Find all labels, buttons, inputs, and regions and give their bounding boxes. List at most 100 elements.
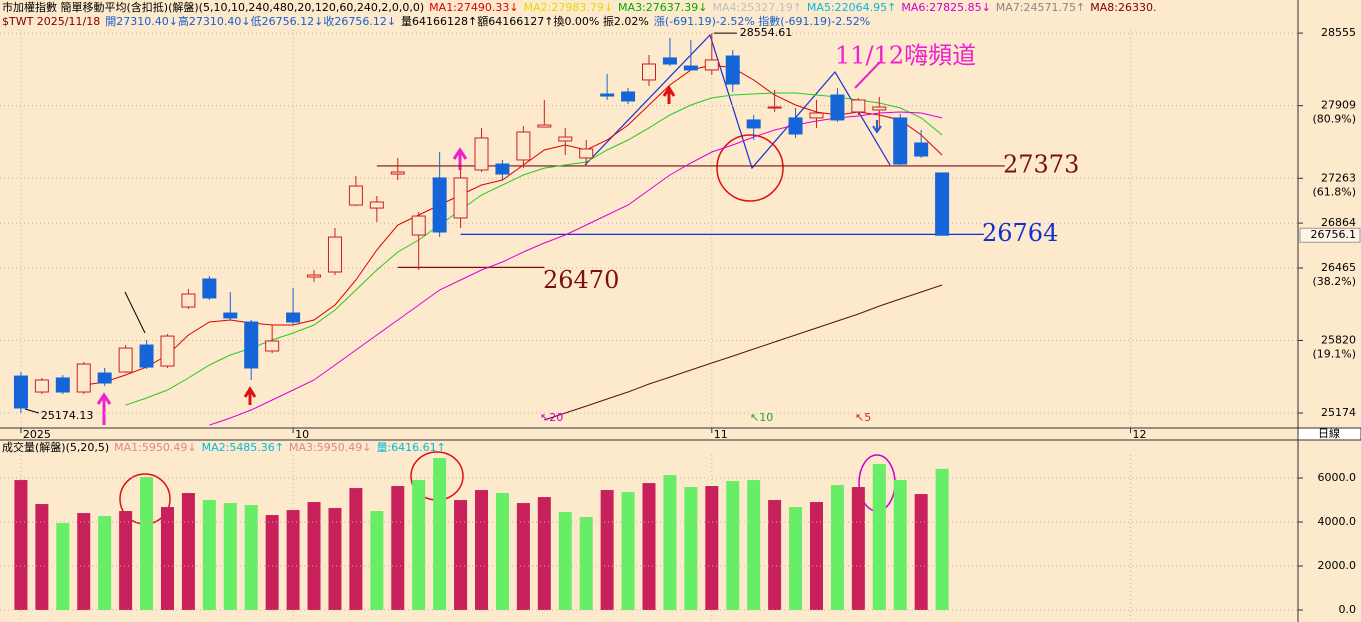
- candle-body: [662, 57, 677, 65]
- candle-body: [830, 94, 845, 121]
- header-item: 漲(-691.19)-2.52% 指數(-691.19)-2.52%: [654, 14, 870, 28]
- header-item: MA8:26330.: [1090, 1, 1156, 14]
- candle-body: [244, 321, 259, 369]
- y-tick-note: (61.8%): [1312, 185, 1356, 198]
- volume-bar: [663, 475, 677, 610]
- level-label: 26470: [543, 266, 619, 294]
- candle-body: [97, 372, 112, 384]
- y-tick-label: 0.0: [1339, 603, 1357, 616]
- candle-body: [704, 59, 719, 71]
- candle-body: [600, 93, 615, 97]
- candle-body: [621, 91, 636, 102]
- volume-bar: [516, 503, 530, 610]
- volume-bar: [412, 480, 426, 610]
- candle-body: [202, 278, 217, 299]
- volume-bar: [181, 493, 195, 610]
- candle-body: [872, 106, 887, 111]
- header-item: MA2:27983.79↓: [524, 1, 613, 14]
- candle-body: [432, 177, 447, 233]
- arrow: [662, 85, 676, 104]
- volume-bar: [851, 487, 865, 610]
- volume-bar: [370, 511, 384, 610]
- candle-body: [160, 335, 175, 367]
- ma-line: [544, 284, 943, 421]
- volume-bar: [914, 494, 928, 610]
- header-item: MA1:27490.33↓: [429, 1, 518, 14]
- y-tick-label: 27909: [1321, 99, 1356, 112]
- header-line: 市加權指數 簡單移動平均(含扣抵)(解盤)(5,10,10,240,480,20…: [2, 0, 1156, 14]
- volume-bar: [537, 497, 551, 610]
- candle-body: [118, 347, 133, 373]
- period: 日線: [1318, 426, 1340, 440]
- candle-body: [13, 375, 28, 409]
- volume-bar: [579, 517, 593, 610]
- volume-bar: [328, 508, 342, 610]
- header-item: 市加權指數 簡單移動平均(含扣抵)(解盤)(5,10,10,240,480,20…: [2, 0, 424, 14]
- candle-body: [893, 117, 908, 165]
- volume-bar: [454, 500, 468, 610]
- y-tick-label: 6000.0: [1318, 471, 1357, 484]
- period-box: [1297, 427, 1361, 441]
- header-item: 量:6416.61↑: [376, 441, 445, 454]
- volume-bar: [140, 477, 154, 610]
- annotation: ↖10: [750, 411, 773, 424]
- header-line: $TWT 2025/11/18 開27310.40↓高27310.40↓低2675…: [2, 14, 870, 28]
- header-item: MA3:27637.39↓: [618, 1, 707, 14]
- y-tick-label: 4000.0: [1318, 515, 1357, 528]
- candle-body: [579, 148, 594, 159]
- y-tick-note: (19.1%): [1312, 347, 1356, 360]
- candle-body: [537, 124, 552, 128]
- level-label: 26764: [982, 219, 1058, 247]
- ma-line: [125, 92, 943, 406]
- candle-body: [809, 112, 824, 119]
- volume-bar: [705, 486, 719, 610]
- candle-body: [181, 293, 196, 308]
- low-pointer: [24, 408, 40, 414]
- candle-body: [369, 201, 384, 209]
- candle-body: [558, 136, 573, 142]
- pointer-line: [124, 291, 146, 334]
- x-tick-label: 2025: [23, 428, 51, 441]
- volume-bar: [642, 483, 656, 610]
- y-tick-label: 25820: [1321, 333, 1356, 346]
- volume-bar: [789, 507, 803, 610]
- header-item: MA4:25327.19↑: [712, 1, 801, 14]
- volume-bar: [160, 507, 174, 610]
- candle-body: [642, 63, 656, 81]
- volume-bar: [223, 503, 237, 610]
- volume-bar: [391, 486, 405, 610]
- header-item: 成交量(解盤)(5,20,5): [2, 440, 109, 454]
- candle-body: [348, 185, 363, 206]
- y-tick-label: 26864: [1321, 216, 1356, 229]
- arrow: [96, 392, 112, 425]
- ma-line: [83, 64, 943, 386]
- volume-bar: [35, 504, 49, 610]
- volume-bar: [558, 512, 572, 610]
- pointer-line: [854, 61, 881, 89]
- header-item: MA3:5950.49↓: [289, 441, 371, 454]
- candle-body: [683, 65, 698, 71]
- low-label: 25174.13: [41, 409, 94, 422]
- volume-bar: [726, 481, 740, 610]
- volume-bar: [684, 487, 698, 610]
- candle-body: [223, 312, 238, 319]
- volume-bar: [809, 502, 823, 610]
- arrows: [96, 85, 882, 425]
- candle-body: [474, 137, 489, 171]
- candle-body: [55, 377, 70, 393]
- y-tick-label: 27263: [1321, 171, 1356, 184]
- y-tick-note: (80.9%): [1312, 113, 1356, 126]
- volume-bar: [893, 480, 907, 610]
- candle-body: [767, 106, 782, 109]
- y-tick-label: 26465: [1321, 261, 1356, 274]
- volume-bar: [286, 510, 300, 610]
- volume-bar: [202, 500, 216, 610]
- annotation: 11/12嗨頻道: [835, 42, 976, 70]
- candle-body: [746, 119, 761, 129]
- volume-bar: [495, 493, 509, 610]
- header-item: 開27310.40↓高27310.40↓低26756.12↓收26756.12↓: [105, 14, 396, 28]
- last-price-box: [1299, 227, 1361, 243]
- annotation: ↖5: [855, 411, 871, 424]
